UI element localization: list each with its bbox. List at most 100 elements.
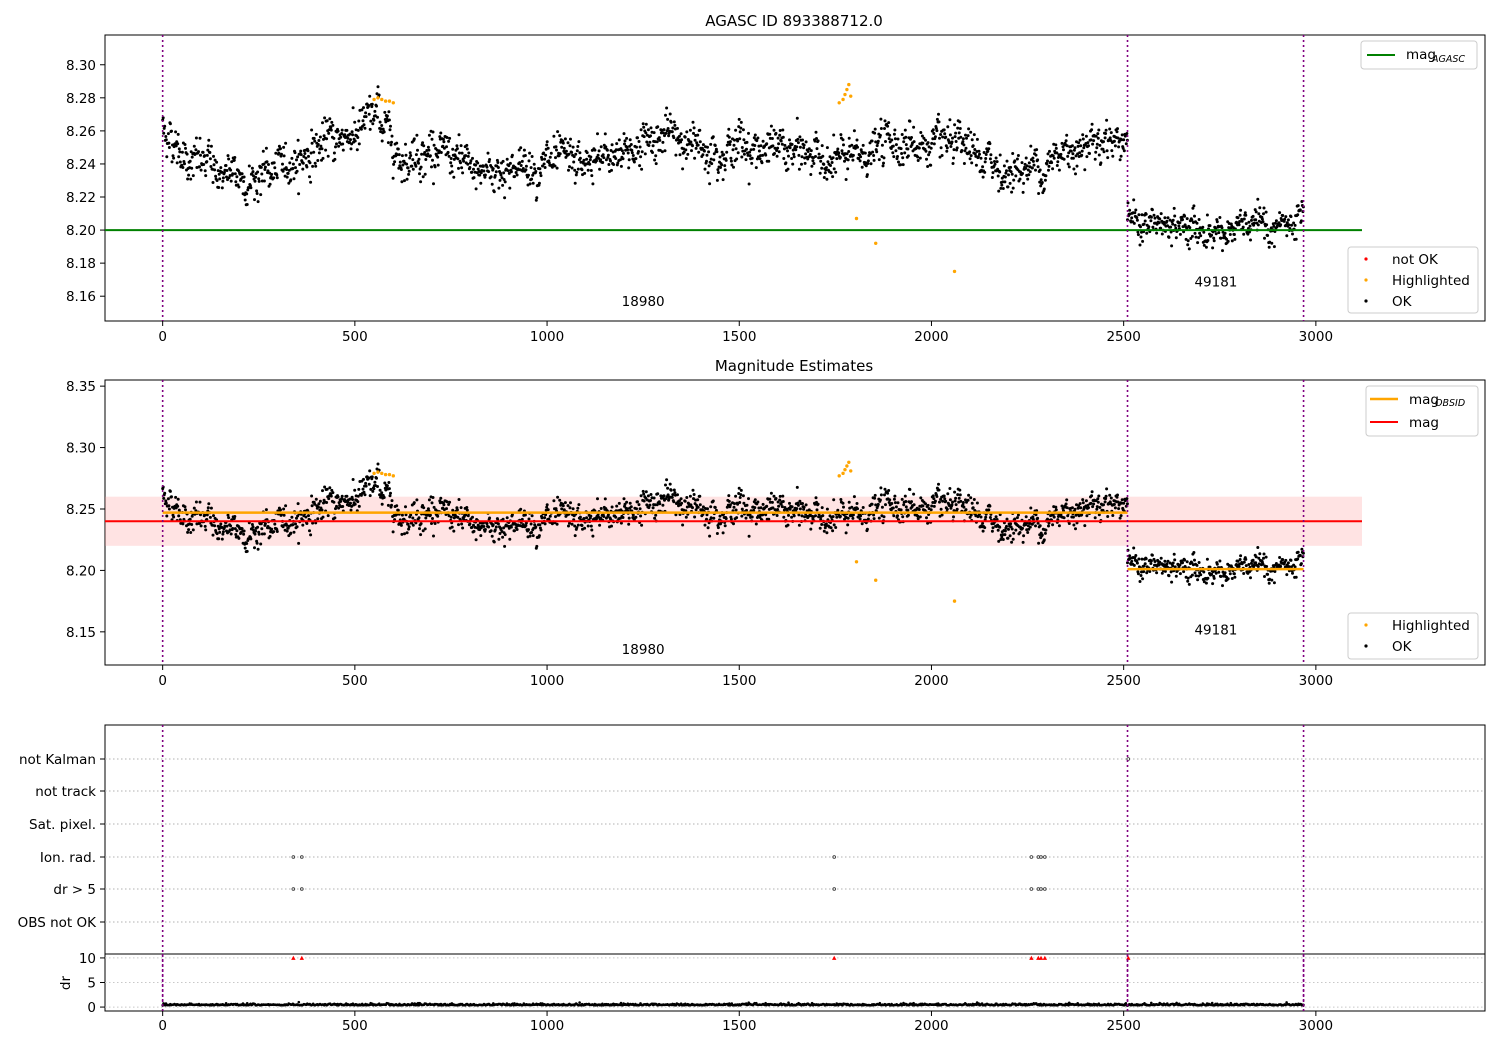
ok-point xyxy=(411,167,415,171)
ok-point xyxy=(1198,231,1202,235)
ok-point xyxy=(1108,493,1112,497)
ok-point xyxy=(217,172,221,176)
ok-point xyxy=(189,531,193,534)
ok-point xyxy=(672,136,676,140)
ok-point xyxy=(1159,556,1163,560)
ok-point xyxy=(931,494,935,498)
ok-point xyxy=(1272,224,1276,228)
ok-point xyxy=(989,161,993,165)
ok-point xyxy=(1296,557,1300,561)
ok-point xyxy=(436,163,440,167)
ok-point xyxy=(1074,154,1078,158)
ok-point xyxy=(941,135,945,139)
panel-agasc-legend-top[interactable]: mag AGASC xyxy=(1360,40,1478,70)
ok-point xyxy=(1281,214,1285,217)
ok-point xyxy=(958,120,962,124)
ok-point xyxy=(851,516,855,520)
ok-point xyxy=(524,524,528,527)
ok-point xyxy=(1003,180,1007,184)
ok-point xyxy=(527,517,531,521)
ok-point xyxy=(572,155,576,159)
ok-point xyxy=(970,161,974,165)
ok-point xyxy=(987,508,991,512)
ok-point xyxy=(1188,226,1192,230)
ok-point xyxy=(1254,561,1258,565)
ok-point xyxy=(609,149,613,152)
ok-point xyxy=(1001,533,1005,537)
ok-point xyxy=(1236,216,1240,220)
ok-point xyxy=(494,525,498,529)
ok-point xyxy=(466,514,470,518)
ok-point xyxy=(303,152,307,155)
ok-point xyxy=(281,169,285,173)
ok-point xyxy=(506,169,510,173)
ok-point xyxy=(640,523,644,527)
ok-point xyxy=(1196,241,1200,245)
y-tick-label: 8.18 xyxy=(66,256,96,272)
ok-point xyxy=(602,156,606,160)
ok-point xyxy=(861,506,865,509)
ok-point xyxy=(391,530,395,534)
ok-point xyxy=(304,156,308,160)
ok-point xyxy=(1018,531,1022,534)
ok-point xyxy=(621,157,625,161)
ok-point xyxy=(163,124,167,128)
panel-agasc-legend-bottom[interactable]: not OK Highlighted OK xyxy=(1347,246,1479,314)
ok-point xyxy=(1003,529,1007,533)
ok-point xyxy=(964,498,967,502)
ok-point xyxy=(948,498,952,502)
ok-point xyxy=(1102,503,1105,507)
ok-point xyxy=(257,179,261,183)
ok-point xyxy=(548,514,552,518)
ok-point xyxy=(178,160,182,164)
ok-point xyxy=(965,136,968,140)
ok-point xyxy=(1190,218,1194,222)
ok-point xyxy=(745,147,748,151)
ok-point xyxy=(292,177,296,181)
ok-point xyxy=(1048,149,1051,153)
ok-point xyxy=(1155,231,1159,235)
ok-point xyxy=(1194,235,1198,239)
ok-point xyxy=(282,154,286,158)
ok-point xyxy=(593,148,597,152)
ok-point xyxy=(822,529,826,533)
panel-magnitude-estimates-legend-top[interactable]: mag OBSID mag xyxy=(1365,385,1479,437)
ok-point xyxy=(390,503,393,507)
y-tick-label: 8.24 xyxy=(66,157,96,173)
ok-point xyxy=(797,513,801,517)
ok-point xyxy=(240,172,244,176)
ok-point xyxy=(556,495,560,499)
ok-point xyxy=(1010,527,1014,531)
ok-point xyxy=(939,497,943,501)
panel-magnitude-estimates-legend-bottom[interactable]: Highlighted OK xyxy=(1347,612,1479,660)
panel-agasc-y-ticks: 8.168.188.208.228.248.268.288.30 xyxy=(66,58,105,305)
ok-point xyxy=(1151,225,1155,229)
ok-point xyxy=(524,168,528,172)
flag-point xyxy=(1039,887,1043,891)
ok-point xyxy=(640,150,644,154)
ok-point xyxy=(263,165,267,169)
ok-point xyxy=(969,130,973,134)
ok-point xyxy=(395,153,399,157)
y-tick-label: 8.26 xyxy=(66,124,96,140)
ok-point xyxy=(1293,223,1297,227)
x-tick-label: 1000 xyxy=(530,673,564,689)
ok-point xyxy=(818,526,822,530)
ok-point xyxy=(1054,143,1058,147)
ok-point xyxy=(1081,498,1085,502)
ok-point xyxy=(1166,559,1170,563)
ok-point xyxy=(554,507,558,511)
ok-point xyxy=(966,134,970,138)
ok-point xyxy=(1055,151,1059,155)
ok-point xyxy=(190,155,194,159)
ok-point xyxy=(1021,172,1024,175)
ok-point xyxy=(724,158,728,162)
ok-point xyxy=(689,140,693,144)
ok-point xyxy=(780,142,784,146)
ok-point xyxy=(840,149,844,153)
ok-point xyxy=(316,505,320,509)
ok-point xyxy=(1064,502,1068,506)
ok-point xyxy=(803,161,807,165)
ok-point xyxy=(207,138,211,142)
ok-point xyxy=(576,506,580,510)
